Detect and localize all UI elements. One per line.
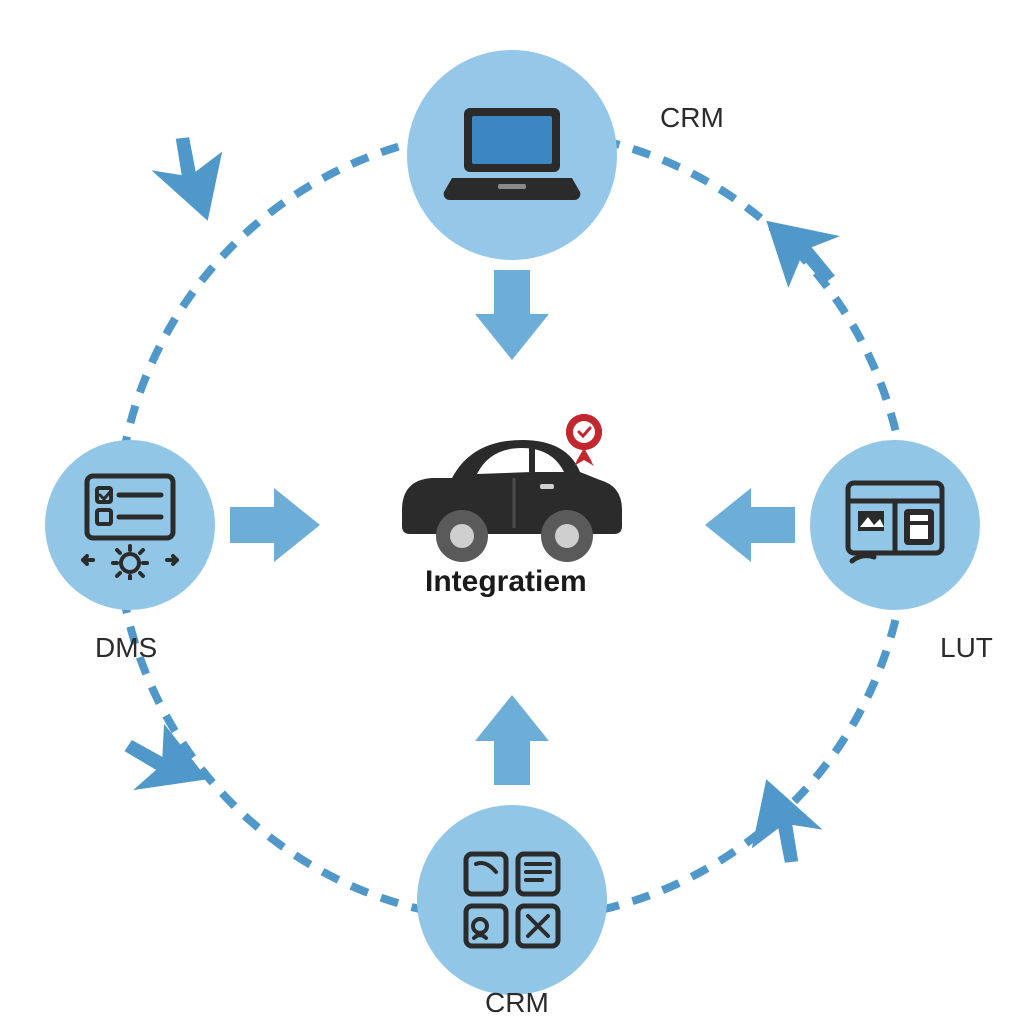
label-crm-bottom: CRM bbox=[485, 987, 549, 1019]
inner-arrow bbox=[475, 695, 549, 785]
center-car bbox=[382, 410, 642, 580]
label-crm-top: CRM bbox=[660, 102, 724, 134]
center-label: Integratiem bbox=[425, 565, 587, 599]
diagram-canvas: Integratiem CRM DMS LUT CRM bbox=[0, 0, 1024, 1024]
inner-arrow bbox=[475, 270, 549, 360]
inner-arrow bbox=[705, 488, 795, 562]
label-dms: DMS bbox=[95, 632, 157, 664]
label-lut: LUT bbox=[940, 632, 993, 664]
inner-arrow bbox=[230, 488, 320, 562]
